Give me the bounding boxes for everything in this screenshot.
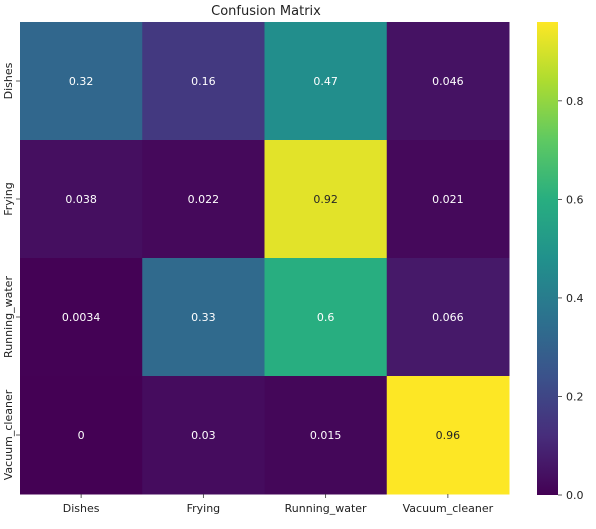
heatmap-cells	[20, 22, 510, 495]
cell-value-label: 0.015	[310, 429, 342, 442]
colorbar-tick-label: 0.2	[566, 390, 584, 403]
heatmap-cell	[386, 258, 510, 377]
x-tick-label: Running_water	[285, 502, 367, 515]
heatmap-cell	[386, 140, 510, 259]
cell-value-label: 0.038	[65, 193, 97, 206]
cell-value-label: 0.32	[69, 75, 94, 88]
cell-value-label: 0.0034	[62, 311, 101, 324]
heatmap-cell	[264, 140, 388, 259]
cell-value-label: 0.33	[191, 311, 216, 324]
cell-value-label: 0.03	[191, 429, 216, 442]
heatmap-cell	[142, 258, 265, 377]
cell-value-label: 0.16	[191, 75, 216, 88]
colorbar-tick-label: 0.6	[566, 193, 584, 206]
colorbar-tick-label: 0.8	[566, 95, 584, 108]
heatmap-cell	[20, 376, 143, 495]
cell-value-label: 0.022	[188, 193, 220, 206]
y-tick-label: Frying	[2, 182, 15, 216]
x-tick-label: Frying	[187, 502, 221, 515]
cell-value-label: 0.021	[432, 193, 464, 206]
y-tick-label: Running_water	[2, 276, 15, 358]
colorbar-gradient	[537, 22, 558, 495]
cell-value-label: 0.6	[317, 311, 335, 324]
cell-value-label: 0.47	[313, 75, 338, 88]
heatmap-cell	[386, 376, 510, 495]
heatmap-cell	[142, 22, 265, 141]
heatmap-cell	[20, 258, 143, 377]
chart-title: Confusion Matrix	[211, 4, 321, 19]
heatmap-cell	[20, 22, 143, 141]
cell-value-label: 0.96	[436, 429, 461, 442]
cell-value-label: 0.046	[432, 75, 464, 88]
y-tick-label: Vacuum_cleaner	[2, 389, 15, 480]
heatmap-cell	[386, 22, 510, 141]
cell-value-label: 0	[78, 429, 85, 442]
heatmap-cell	[142, 140, 265, 259]
colorbar-tick-label: 0.4	[566, 292, 584, 305]
heatmap-cell	[264, 22, 388, 141]
x-tick-label: Vacuum_cleaner	[403, 502, 494, 515]
cell-labels: 0.32 0.16 0.47 0.046 0.038 0.022 0.92 0.021 0.00…	[62, 75, 464, 442]
cell-value-label: 0.066	[432, 311, 464, 324]
colorbar: 0.0 0.2 0.4 0.6 0.8	[537, 22, 584, 502]
y-tick-label: Dishes	[2, 62, 15, 99]
heatmap-cell	[20, 140, 143, 259]
cell-value-label: 0.92	[313, 193, 338, 206]
heatmap-cell	[264, 258, 388, 377]
heatmap-cell	[264, 376, 388, 495]
y-axis-ticks: Dishes Frying Running_water Vacuum_cleaner	[2, 62, 20, 480]
colorbar-tick-label: 0.0	[566, 489, 584, 502]
x-axis-ticks: Dishes Frying Running_water Vacuum_cleaner	[63, 494, 494, 515]
heatmap-cell	[142, 376, 265, 495]
x-tick-label: Dishes	[63, 502, 100, 515]
